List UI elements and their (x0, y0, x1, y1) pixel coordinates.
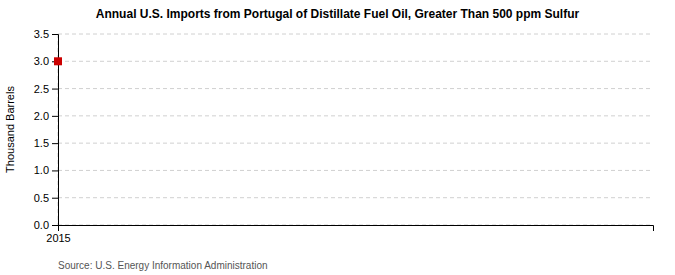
x-axis: 2015 (46, 225, 653, 244)
x-tick: 2015 (46, 225, 70, 244)
grid-line (58, 143, 653, 144)
x-axis-line (59, 226, 654, 232)
y-tick-mark (52, 116, 58, 117)
y-tick: 2.0 (34, 110, 58, 122)
grid-line (58, 88, 653, 89)
y-tick: 2.5 (34, 83, 58, 95)
grid (58, 34, 653, 225)
grid-line (58, 197, 653, 198)
y-tick: 3.5 (34, 28, 58, 40)
y-tick-label: 1.0 (34, 164, 49, 176)
grid-line (58, 34, 653, 35)
x-tick-label: 2015 (46, 232, 70, 244)
y-tick-label: 1.5 (34, 137, 49, 149)
y-tick: 1.5 (34, 137, 58, 149)
grid-line (58, 115, 653, 116)
grid-line (58, 61, 653, 62)
y-tick-mark (52, 198, 58, 199)
marks (54, 57, 62, 65)
y-tick-mark (52, 34, 58, 35)
y-tick: 0.5 (34, 192, 58, 204)
plot: 20150.0 0.5 1.0 1.5 2.0 2.5 3.0 3.5 (34, 28, 654, 244)
y-tick-label: 3.5 (34, 28, 49, 40)
chart: 20150.0 0.5 1.0 1.5 2.0 2.5 3.0 3.5 Annual U.S. … (0, 0, 675, 275)
y-tick-label: 0.0 (34, 219, 49, 231)
y-axis-title: Thousand Barrels (4, 86, 16, 173)
y-tick-mark (52, 143, 58, 144)
y-tick-mark (52, 170, 58, 171)
y-tick: 1.0 (34, 164, 58, 176)
y-tick-label: 2.0 (34, 110, 49, 122)
y-tick-label: 3.0 (34, 55, 49, 67)
point (54, 57, 62, 65)
grid-line (58, 170, 653, 171)
y-tick-mark (52, 225, 58, 226)
annotation: Source: U.S. Energy Information Administ… (58, 260, 268, 271)
y-tick-label: 2.5 (34, 83, 49, 95)
y-tick-mark (52, 89, 58, 90)
y-tick: 0.0 (34, 219, 58, 231)
y-tick-label: 0.5 (34, 192, 49, 204)
title: Annual U.S. Imports from Portugal of Dis… (96, 7, 580, 21)
